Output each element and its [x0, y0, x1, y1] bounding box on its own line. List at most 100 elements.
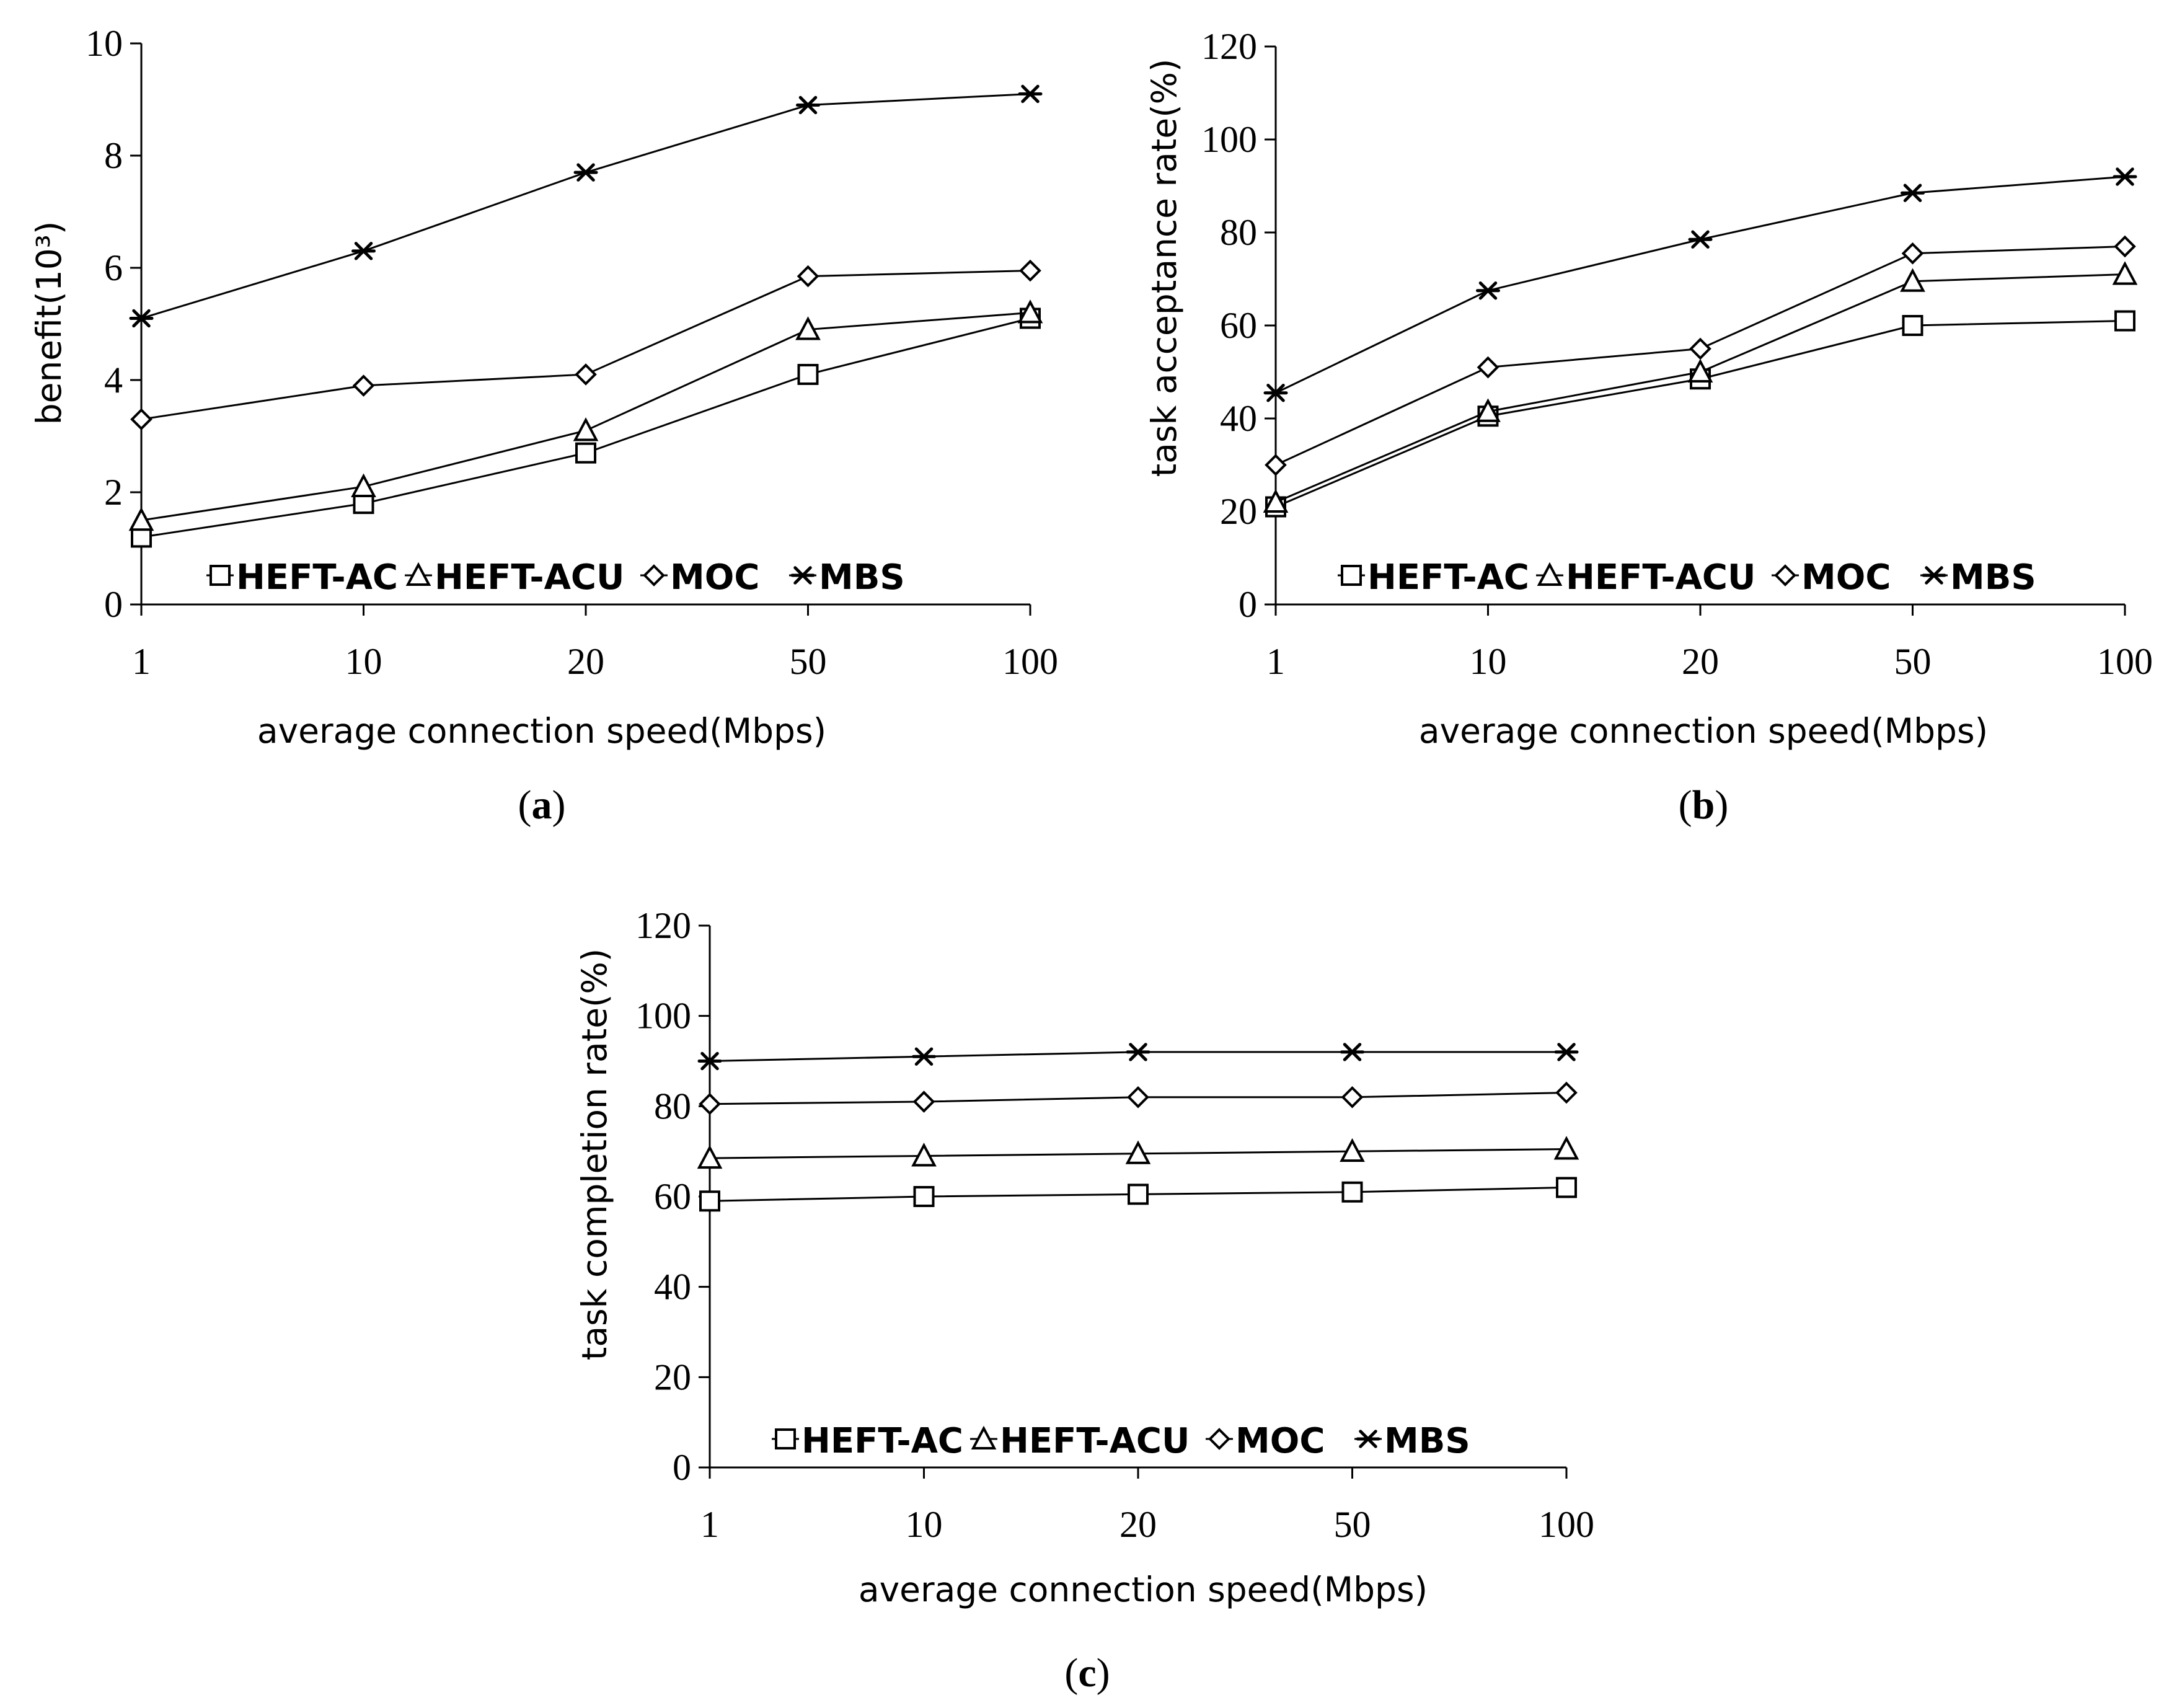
chart-c-marks: 0 20 40 60 80 100 120 1 10 20 50 100 HEFT-AC HEFT-ACU…: [635, 905, 1594, 1545]
chart-c-legend-marker-moc: [1208, 1428, 1230, 1450]
chart-a-point-mbs: [796, 95, 820, 115]
chart-c-point-mbs: [1126, 1043, 1150, 1061]
chart-a-legend-label-moc: MOC: [670, 557, 759, 598]
chart-a-legend-marker-moc: [643, 564, 665, 586]
chart-c-x-tick-label: 20: [1119, 1504, 1157, 1545]
chart-c-point-heft-ac: [1128, 1184, 1149, 1205]
chart-c-point-heft-ac: [1556, 1177, 1577, 1198]
chart-c-x-tick-label: 50: [1334, 1504, 1371, 1545]
chart-b-ylabel: task acceptance rate(%): [1144, 59, 1184, 477]
chart-c-point-mbs: [912, 1047, 936, 1066]
chart-b-point-mbs: [2113, 167, 2137, 186]
chart-b-y-tick-label: 60: [1220, 305, 1257, 346]
chart-b-point-heft-acu: [2112, 261, 2138, 285]
chart-a-point-heft-ac: [353, 493, 374, 515]
chart-a-y-tick-label: 8: [104, 135, 123, 176]
chart-c-y-tick-label: 0: [673, 1447, 691, 1488]
chart-a-series-line-heft-acu: [141, 311, 1031, 521]
chart-c-point-heft-ac: [699, 1190, 720, 1212]
chart-b-xlabel: average connection speed(Mbps): [1419, 711, 1988, 751]
chart-a-y-tick-label: 0: [104, 584, 123, 625]
chart-c-point-moc: [699, 1092, 721, 1115]
chart-c-point-mbs: [1554, 1043, 1579, 1061]
chart-b-legend-label-heft-ac: HEFT-AC: [1367, 557, 1529, 598]
chart-a-point-mbs: [129, 309, 154, 328]
chart-a-point-mbs: [1018, 84, 1043, 104]
chart-b-point-moc: [1265, 454, 1287, 476]
chart-a-point-heft-ac: [797, 363, 819, 385]
chart-c-ylabel: task completion rate(%): [575, 949, 614, 1361]
chart-c-y-tick-label: 40: [654, 1267, 691, 1308]
chart-b-y-tick-label: 80: [1220, 212, 1257, 253]
chart-a-x-tick-label: 20: [567, 641, 604, 682]
chart-a-point-heft-ac: [131, 526, 152, 548]
chart-c-legend-marker-mbs: [1356, 1430, 1380, 1448]
chart-c-point-moc: [1127, 1086, 1149, 1108]
chart-b-x-tick-label: 10: [1470, 641, 1507, 682]
chart-b-point-heft-acu: [1687, 358, 1713, 383]
chart-b-marks: 0 20 40 60 80 100 120 1 10 20 50 100 HEFT-AC HEFT-ACU…: [1201, 26, 2153, 682]
chart-b-legend-marker-mbs: [1922, 566, 1946, 585]
chart-b-legend-marker-heft-ac: [1341, 565, 1362, 586]
chart-c-x-tick-label: 10: [906, 1504, 943, 1545]
chart-a-point-heft-acu: [573, 417, 599, 441]
chart-panel-b: 0 20 40 60 80 100 120 1 10 20 50 100 HEFT-AC HEFT-ACU…: [1144, 26, 2153, 828]
chart-b-y-tick-label: 40: [1220, 398, 1257, 439]
chart-b-point-moc: [1901, 242, 1924, 265]
chart-c-point-heft-ac: [913, 1186, 935, 1207]
chart-a-x-tick-label: 100: [1002, 641, 1058, 682]
chart-c-legend-label-heft-ac: HEFT-AC: [801, 1421, 963, 1461]
chart-a-point-moc: [352, 374, 375, 397]
chart-b-point-heft-ac: [2114, 310, 2135, 332]
chart-b-y-tick-label: 20: [1220, 491, 1257, 532]
chart-a-y-tick-label: 2: [104, 472, 123, 513]
chart-a-point-moc: [575, 363, 597, 386]
chart-a-y-tick-label: 10: [86, 23, 123, 64]
chart-c-point-moc: [912, 1091, 935, 1113]
chart-c-x-tick-label: 1: [700, 1504, 719, 1545]
chart-c-panel-label: (c): [1064, 1650, 1110, 1696]
chart-b-panel-label: (b): [1679, 782, 1729, 828]
chart-b-x-tick-label: 100: [2097, 641, 2153, 682]
chart-b-legend-label-mbs: MBS: [1950, 557, 2036, 598]
chart-b-point-heft-ac: [1902, 315, 1923, 336]
chart-c-point-heft-acu: [1553, 1136, 1579, 1160]
chart-b-point-mbs: [1476, 281, 1500, 300]
chart-a-point-mbs: [573, 163, 598, 182]
chart-c-legend-label-heft-acu: HEFT-ACU: [1000, 1421, 1190, 1461]
chart-c-point-heft-acu: [1125, 1140, 1151, 1164]
chart-c-point-heft-acu: [911, 1143, 937, 1167]
chart-c-point-moc: [1555, 1081, 1578, 1104]
chart-a-point-heft-acu: [128, 507, 154, 531]
chart-a-ylabel: benefit(10³): [29, 221, 69, 425]
chart-b-point-moc: [2114, 235, 2136, 258]
chart-c-legend-marker-heft-ac: [775, 1428, 796, 1449]
chart-c-legend-marker-heft-acu: [971, 1425, 997, 1449]
chart-c-point-moc: [1341, 1086, 1364, 1108]
chart-b-point-moc: [1477, 356, 1499, 379]
chart-a-point-heft-acu: [795, 316, 821, 340]
chart-b-point-mbs: [1263, 384, 1288, 402]
chart-b-x-tick-label: 1: [1266, 641, 1285, 682]
chart-a-x-tick-label: 10: [345, 641, 382, 682]
chart-a-point-moc: [1019, 259, 1041, 282]
chart-b-point-heft-acu: [1475, 398, 1501, 422]
chart-a-legend-marker-heft-acu: [405, 562, 431, 586]
chart-c-y-tick-label: 120: [635, 905, 691, 946]
chart-panel-a: 0 2 4 6 8 10 1 10 20 50 100 HEFT-AC HEFT-ACU MOC MBS a…: [29, 23, 1058, 828]
chart-a-series-line-mbs: [141, 92, 1031, 319]
chart-a-xlabel: average connection speed(Mbps): [257, 711, 826, 751]
chart-a-x-tick-label: 1: [132, 641, 151, 682]
chart-b-y-tick-label: 120: [1201, 26, 1257, 67]
chart-c-y-tick-label: 80: [654, 1086, 691, 1126]
chart-c-y-tick-label: 60: [654, 1176, 691, 1217]
chart-a-y-tick-label: 6: [104, 247, 123, 288]
chart-a-point-heft-acu: [351, 473, 376, 497]
chart-a-legend-label-mbs: MBS: [819, 557, 905, 598]
chart-c-y-tick-label: 20: [654, 1356, 691, 1397]
chart-b-point-moc: [1689, 337, 1711, 360]
chart-a-legend-marker-heft-ac: [210, 565, 231, 586]
chart-b-point-heft-acu: [1263, 489, 1289, 513]
chart-b-legend-marker-heft-acu: [1537, 562, 1563, 586]
